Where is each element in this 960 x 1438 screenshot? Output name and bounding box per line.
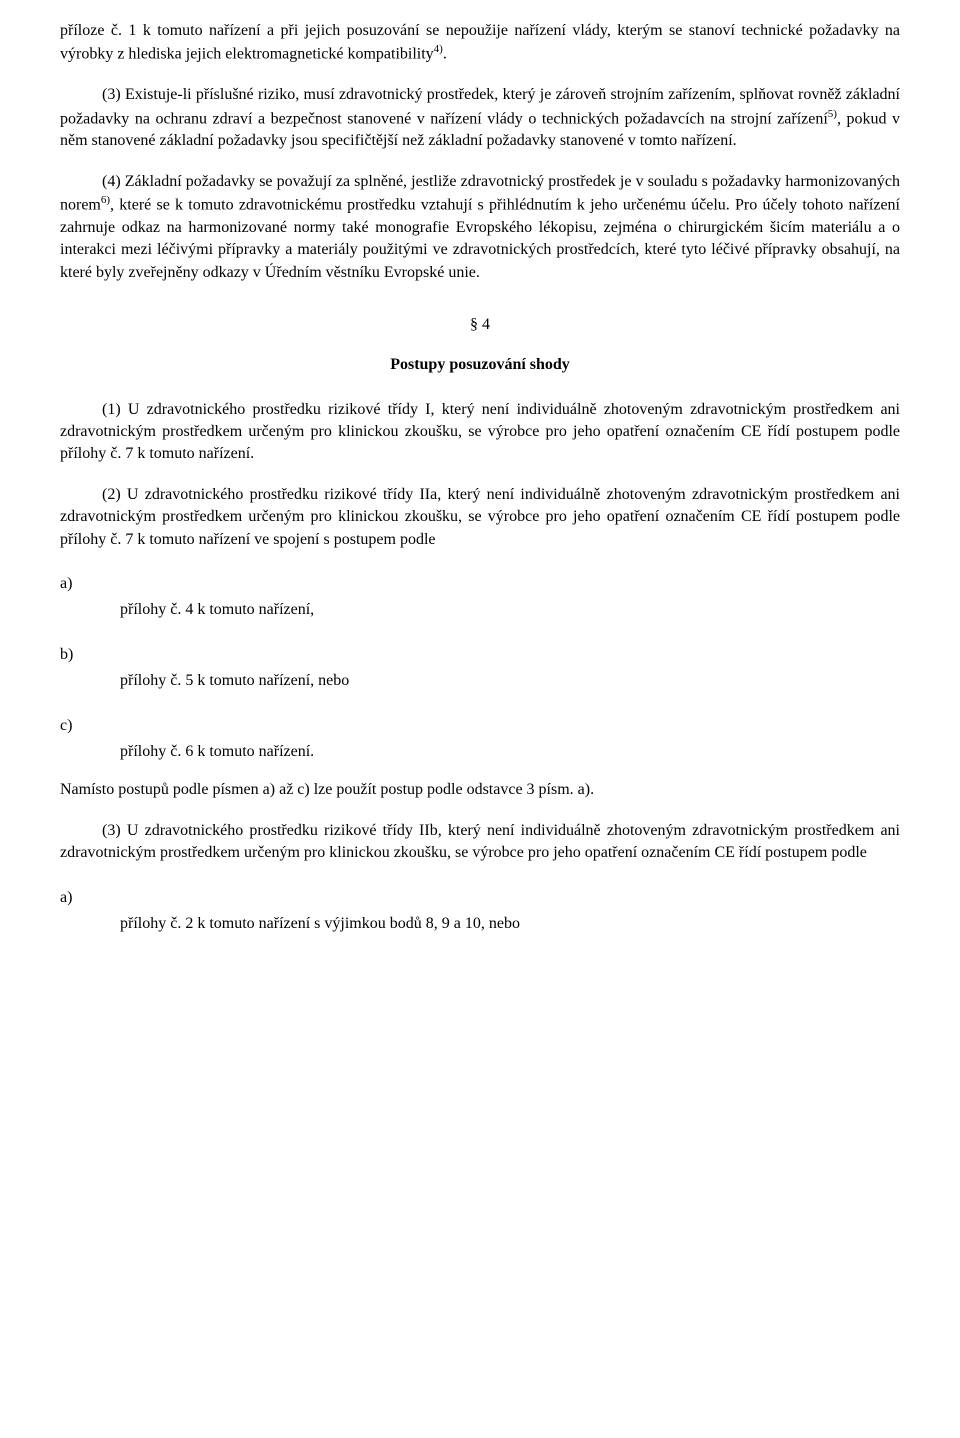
text-fragment: .: [443, 46, 447, 63]
section-title-4: Postupy posuzování shody: [60, 354, 900, 376]
section4-paragraph-1: (1) U zdravotnického prostředku rizikové…: [60, 399, 900, 466]
list-item-b-text: přílohy č. 5 k tomuto nařízení, nebo: [60, 670, 900, 692]
list2-item-a-letter: a): [60, 887, 900, 909]
footnote-ref-6: 6): [101, 194, 110, 206]
section4-paragraph-3: (3) U zdravotnického prostředku rizikové…: [60, 820, 900, 865]
list-item-a-text: přílohy č. 4 k tomuto nařízení,: [60, 599, 900, 621]
text-fragment: (3) Existuje-li příslušné riziko, musí z…: [60, 86, 900, 127]
list-item-a-letter: a): [60, 573, 900, 595]
closing-sentence: Namísto postupů podle písmen a) až c) lz…: [60, 779, 900, 801]
list2-item-a-text: přílohy č. 2 k tomuto nařízení s výjimko…: [60, 913, 900, 935]
paragraph-continuation: příloze č. 1 k tomuto nařízení a při jej…: [60, 20, 900, 66]
footnote-ref-5: 5): [828, 108, 837, 120]
footnote-ref-4: 4): [434, 43, 443, 55]
section4-paragraph-2: (2) U zdravotnického prostředku rizikové…: [60, 484, 900, 551]
paragraph-3: (3) Existuje-li příslušné riziko, musí z…: [60, 84, 900, 153]
list-item-b-letter: b): [60, 644, 900, 666]
text-fragment: příloze č. 1 k tomuto nařízení a při jej…: [60, 22, 900, 63]
list-item-c-text: přílohy č. 6 k tomuto nařízení.: [60, 741, 900, 763]
list-item-c-letter: c): [60, 715, 900, 737]
paragraph-4: (4) Základní požadavky se považují za sp…: [60, 171, 900, 284]
section-number-4: § 4: [60, 314, 900, 336]
text-fragment: , které se k tomuto zdravotnickému prost…: [60, 196, 900, 280]
